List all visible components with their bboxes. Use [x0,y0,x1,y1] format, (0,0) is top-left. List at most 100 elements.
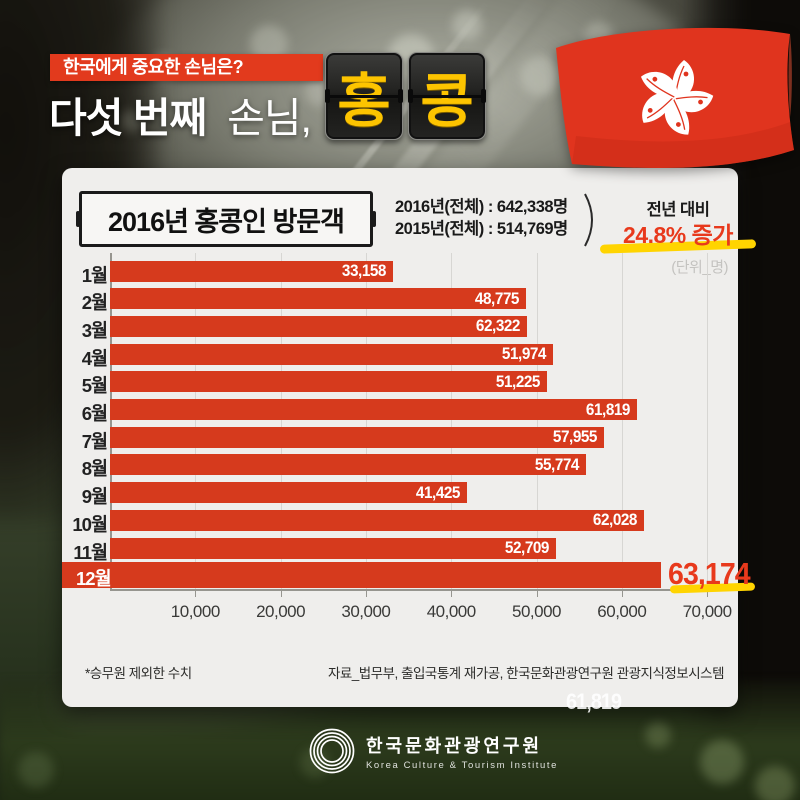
month-bar: 62,322 [110,315,528,337]
x-axis-tick [536,591,538,597]
month-bar: 48,775 [110,288,527,310]
stat-2015-total: 2015년(전체) : 514,769명 [395,220,568,238]
bar-value-label: 52,709 [505,538,550,557]
bokeh-spot [520,56,560,96]
month-label: 11월 [73,541,108,563]
bar-chart: 10,000 20,000 30,000 40,000 50,000 60,000 70,0… [62,253,755,621]
x-axis-line [110,589,720,591]
month-bar: 51,225 [110,371,547,393]
bar-value-label: 57,955 [553,427,598,447]
month-bar: 41,425 [110,482,467,504]
x-axis-label: 50,000 [512,602,562,621]
footnote: *승무원 제외한 수치 [85,666,192,681]
logo-name-kr: 한국문화관광연구원 [366,735,543,756]
flip-tile-char: 홍 [337,69,391,134]
gridline [707,253,709,591]
month-bar-highlight [62,562,662,589]
bokeh-spot [452,10,482,40]
month-label: 2월 [81,292,108,314]
month-label: 6월 [81,403,108,424]
bar-value-label: 33,158 [341,261,387,280]
gridline [451,253,453,591]
source-note: 자료_법무부, 출입국통계 재가공, 한국문화관광연구원 관광지식정보시스템 [327,666,725,681]
x-axis-tick [280,591,282,597]
x-axis-tick [365,591,367,597]
gridline [621,253,623,591]
logo-name-en: Korea Culture & Tourism Institute [366,759,559,771]
month-bar: 33,158 [110,260,393,282]
month-label: 5월 [81,375,108,397]
bar-value-label: 51,225 [495,371,541,391]
x-axis-label: 60,000 [597,602,647,621]
month-label: 4월 [81,347,108,369]
gridline [536,253,538,591]
x-axis-label: 20,000 [256,602,306,621]
flip-tile-hong: 홍 [325,52,403,140]
yoy-increase-value: 24.8% 증가 [623,222,733,248]
gridline [365,253,367,591]
unit-note: (단위_명) [671,259,728,276]
x-axis-tick [195,591,197,597]
highlight-value-label: 63,174 [668,556,757,594]
flip-tile-slit [326,95,402,98]
page-title-strong: 다섯 번째 [49,95,207,141]
yoy-increase-badge: 24.8% 증가 [598,216,758,254]
ghost-value-artifact: 61,819 [566,689,622,714]
month-label: 8월 [81,458,108,480]
hong-kong-flag-icon [556,27,794,169]
x-axis-tick [451,591,453,597]
chart-title-box: 2016년 홍콩인 방문객 [76,191,376,247]
bokeh-spot [700,740,744,784]
y-axis-line [110,253,112,591]
gridline [195,253,197,591]
stat-2016-total: 2016년(전체) : 642,338명 [395,198,568,216]
header-banner: 한국에게 중요한 손님은? [50,54,323,81]
bokeh-spot [755,766,795,800]
bokeh-spot [120,110,142,132]
month-bar: 61,819 [110,399,638,420]
parenthesis-divider [584,193,593,247]
month-label: 7월 [81,430,108,452]
logo-rings-icon [309,728,355,774]
header-banner-label: 한국에게 중요한 손님은? [63,57,244,77]
month-bar: 55,774 [110,454,586,476]
bar-value-label: 41,425 [415,482,460,502]
flip-tile-pin [325,89,330,103]
totals-block: 2016년(전체) : 642,338명 2015년(전체) : 514,769… [395,196,568,240]
highlight-value-text: 63,174 [668,556,751,592]
flip-tile-slit [409,95,485,98]
bokeh-spot [18,752,54,788]
flip-tile-kong: 콩 [408,52,486,140]
x-axis-label: 70,000 [682,602,733,621]
bar-value-label: 55,774 [534,454,580,474]
page-title-rest-text: 손님, [227,95,312,141]
page-title-rest [217,95,227,141]
month-bar: 52,709 [110,537,557,559]
month-bar: 57,955 [110,426,605,448]
x-axis-label: 40,000 [426,602,477,621]
flip-tile-pin [481,89,486,103]
month-bar: 51,974 [110,343,554,365]
gridline [280,253,282,591]
x-axis-label: 30,000 [341,602,391,621]
bar-value-label: 61,819 [586,399,631,419]
flip-tile-pin [398,89,403,103]
x-axis-tick [707,591,709,597]
bokeh-spot [645,722,671,748]
month-label: 3월 [81,319,108,341]
page-title: 다섯 번째 손님, [49,84,312,144]
month-label: 1월 [81,264,108,286]
chart-title: 2016년 홍콩인 방문객 [108,206,345,237]
infographic-card: 2016년 홍콩인 방문객 2016년(전체) : 642,338명 2015년… [62,168,757,707]
institute-logo: 한국문화관광연구원 Korea Culture & Tourism Instit… [308,727,558,775]
month-label-highlight: 12월 [76,568,112,590]
month-bar: 62,028 [110,509,644,531]
bar-value-label: 51,974 [502,344,547,364]
x-axis-tick [621,591,623,597]
month-label: 9월 [81,486,108,508]
x-axis-label: 10,000 [170,602,221,621]
flip-tile-pin [408,89,413,103]
yoy-label: 전년 대비 [646,201,710,219]
bar-value-label: 62,322 [476,316,521,336]
